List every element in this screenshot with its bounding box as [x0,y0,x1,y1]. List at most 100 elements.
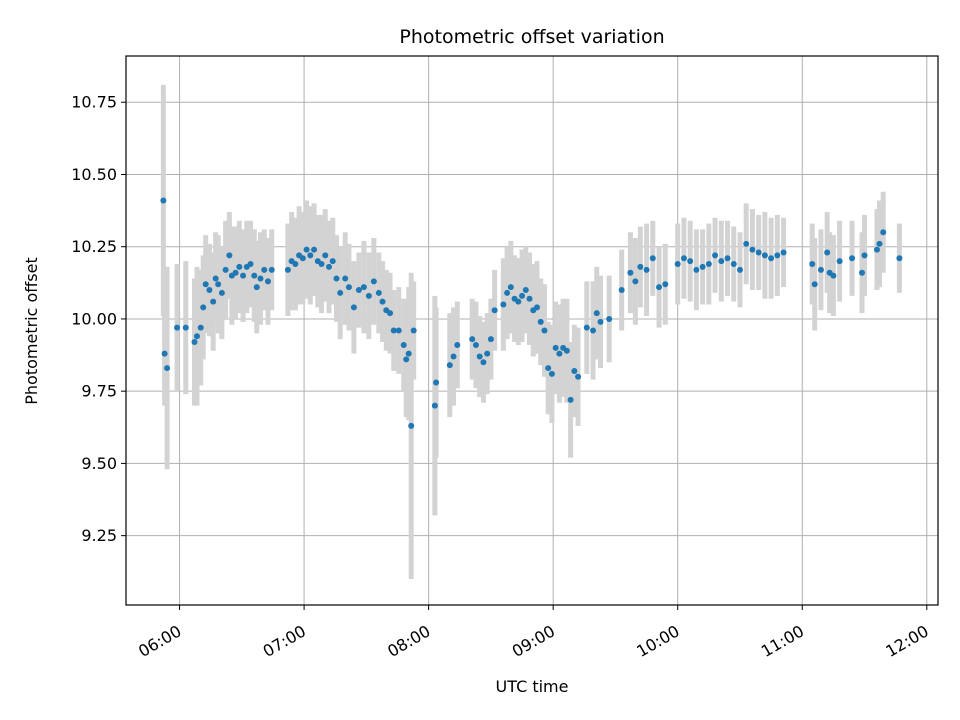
data-point [575,373,582,380]
data-point [487,336,494,343]
data-point [370,278,377,285]
data-point [408,422,415,429]
data-point [548,370,555,377]
y-tick-label: 10.75 [71,93,117,112]
data-point [174,324,181,331]
data-point [454,341,461,348]
data-point [257,275,264,282]
data-point [693,266,700,273]
data-point [191,339,198,346]
data-point [830,272,837,279]
data-point [345,284,352,291]
data-point [480,359,487,366]
data-point [491,307,498,314]
data-point [876,240,883,247]
data-point [736,266,743,273]
data-point [590,327,597,334]
data-point [469,336,476,343]
x-axis-title: UTC time [496,677,569,696]
data-point [674,261,681,268]
y-tick-label: 10.00 [71,309,117,328]
data-point [637,263,644,270]
data-point [567,396,574,403]
data-point [662,281,669,288]
data-point [768,255,775,262]
data-point [395,327,402,334]
data-point [446,362,453,369]
data-point [519,292,526,299]
data-point [182,324,189,331]
data-point [222,266,229,273]
data-point [202,281,209,288]
data-point [284,266,291,273]
data-point [375,289,382,296]
data-point [326,263,332,270]
data-point [365,292,372,299]
data-point [632,278,639,285]
data-point [161,350,168,357]
data-point [571,367,578,374]
data-point [164,365,171,372]
data-point [264,278,271,285]
data-point [730,261,737,268]
data-point [210,298,217,305]
data-point [232,269,239,276]
chart-title: Photometric offset variation [399,26,664,48]
data-point [618,287,625,294]
data-point [193,333,200,340]
data-point [515,298,522,305]
data-point [450,353,457,360]
data-point [504,289,511,296]
data-point [253,284,260,291]
data-point [212,275,219,282]
data-point [311,246,318,253]
data-point [552,344,559,351]
data-point [780,249,787,256]
y-tick-label: 10.25 [71,237,117,256]
data-point [261,266,268,273]
y-tick-label: 9.50 [81,454,117,473]
data-point [537,318,544,325]
data-point [500,301,507,308]
data-point [197,324,204,331]
data-point [593,310,600,317]
data-point [379,298,386,305]
data-point [387,310,394,317]
data-point [405,350,412,357]
data-point [333,275,340,282]
data-point [350,304,357,311]
data-point [755,249,762,256]
data-point [533,304,540,311]
data-point [761,252,768,259]
data-point [583,324,590,331]
data-point [606,315,613,322]
data-point [643,266,650,273]
data-point [247,261,254,268]
data-point [507,284,514,291]
data-point [656,284,663,291]
data-point [472,341,479,348]
data-point [545,365,552,372]
data-point [206,287,213,294]
data-point [859,269,866,276]
data-point [743,240,750,247]
data-point [322,252,329,259]
data-point [705,261,712,268]
data-point [817,266,824,273]
data-point [522,287,529,294]
data-point [680,255,687,262]
y-axis-title: Photometric offset [22,257,41,405]
y-tick-label: 9.75 [81,382,117,401]
data-point [649,255,656,262]
data-point [627,269,634,276]
data-point [873,246,880,253]
data-point [484,350,491,357]
data-point [342,275,349,282]
data-point [226,252,233,259]
data-point [749,246,756,253]
data-point [337,289,344,296]
data-point [268,266,275,273]
data-point [299,255,306,262]
data-point [861,252,868,259]
